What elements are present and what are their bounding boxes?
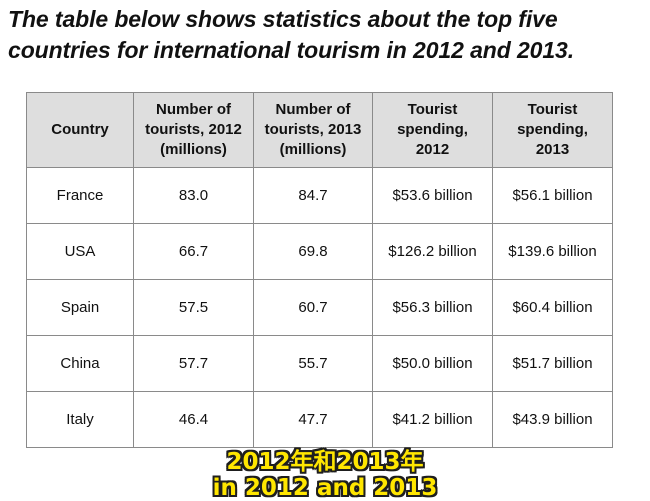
cell-spending-2012: $56.3 billion bbox=[372, 279, 493, 336]
header-line: Tourist bbox=[407, 101, 458, 118]
cell-country: Spain bbox=[26, 279, 134, 336]
cell-spending-2013: $56.1 billion bbox=[492, 167, 613, 224]
header-line: (millions) bbox=[279, 141, 347, 158]
cell-tourists-2012: 57.5 bbox=[133, 279, 254, 336]
table-row: Italy 46.4 47.7 $41.2 billion $43.9 bill… bbox=[26, 391, 613, 448]
page-title: The table below shows statistics about t… bbox=[8, 6, 575, 63]
header-line: spending, bbox=[397, 121, 468, 138]
header-spending-2013: Tourist spending, 2013 bbox=[492, 92, 613, 168]
cell-spending-2013: $43.9 billion bbox=[492, 391, 613, 448]
cell-country: USA bbox=[26, 223, 134, 280]
header-country: Country bbox=[26, 92, 134, 168]
subtitle-english: in 2012 and 2013 bbox=[212, 475, 438, 501]
header-line: tourists, 2013 bbox=[264, 121, 362, 138]
cell-tourists-2012: 46.4 bbox=[133, 391, 254, 448]
cell-tourists-2013: 84.7 bbox=[253, 167, 373, 224]
cell-spending-2013: $60.4 billion bbox=[492, 279, 613, 336]
header-line: tourists, 2012 bbox=[145, 121, 242, 138]
header-line: Number of bbox=[156, 101, 231, 118]
header-line: Country bbox=[51, 121, 109, 138]
header-line: 2012 bbox=[415, 141, 450, 158]
cell-tourists-2013: 55.7 bbox=[253, 335, 373, 392]
tourism-statistics-table: Country Number of tourists, 2012 (millio… bbox=[26, 92, 613, 448]
cell-country: Italy bbox=[26, 391, 134, 448]
cell-tourists-2013: 47.7 bbox=[253, 391, 373, 448]
cell-tourists-2013: 60.7 bbox=[253, 279, 373, 336]
header-tourists-2013: Number of tourists, 2013 (millions) bbox=[253, 92, 373, 168]
cell-spending-2013: $51.7 billion bbox=[492, 335, 613, 392]
header-line: Tourist bbox=[527, 101, 578, 118]
header-line: (millions) bbox=[160, 141, 227, 158]
cell-spending-2013: $139.6 billion bbox=[492, 223, 613, 280]
cell-country: China bbox=[26, 335, 134, 392]
table-row: China 57.7 55.7 $50.0 billion $51.7 bill… bbox=[26, 335, 613, 392]
cell-spending-2012: $50.0 billion bbox=[372, 335, 493, 392]
header-tourists-2012: Number of tourists, 2012 (millions) bbox=[133, 92, 254, 168]
cell-tourists-2013: 69.8 bbox=[253, 223, 373, 280]
header-line: spending, bbox=[517, 121, 588, 138]
cell-tourists-2012: 57.7 bbox=[133, 335, 254, 392]
header-line: 2013 bbox=[535, 141, 570, 158]
cell-spending-2012: $53.6 billion bbox=[372, 167, 493, 224]
cell-country: France bbox=[26, 167, 134, 224]
header-spending-2012: Tourist spending, 2012 bbox=[372, 92, 493, 168]
table-header-row: Country Number of tourists, 2012 (millio… bbox=[26, 92, 613, 168]
cell-spending-2012: $126.2 billion bbox=[372, 223, 493, 280]
subtitle-chinese: 2012年和2013年 bbox=[226, 449, 424, 475]
cell-tourists-2012: 83.0 bbox=[133, 167, 254, 224]
table-row: Spain 57.5 60.7 $56.3 billion $60.4 bill… bbox=[26, 279, 613, 336]
cell-spending-2012: $41.2 billion bbox=[372, 391, 493, 448]
cell-tourists-2012: 66.7 bbox=[133, 223, 254, 280]
table-row: USA 66.7 69.8 $126.2 billion $139.6 bill… bbox=[26, 223, 613, 280]
table-row: France 83.0 84.7 $53.6 billion $56.1 bil… bbox=[26, 167, 613, 224]
header-line: Number of bbox=[275, 101, 351, 118]
